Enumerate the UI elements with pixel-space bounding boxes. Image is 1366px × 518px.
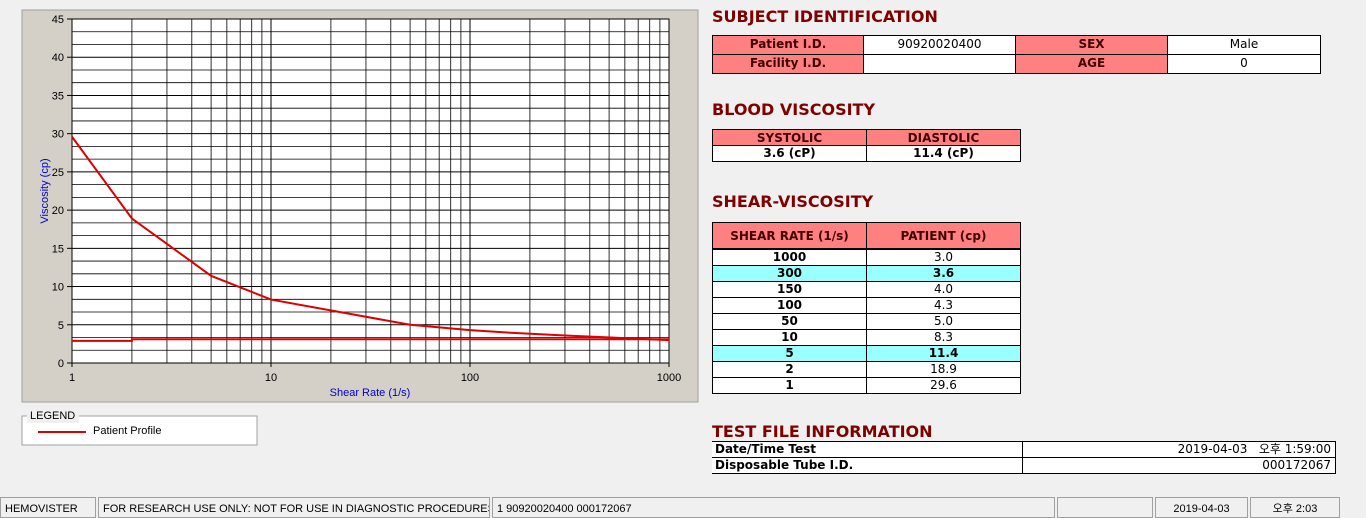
table-cell: 50	[712, 313, 867, 330]
table-cell: 1	[712, 377, 867, 394]
table-cell: 8.3	[866, 329, 1021, 346]
status-cell	[1057, 497, 1153, 518]
status-cell: 오후 2:03	[1250, 497, 1340, 518]
table-cell: 4.0	[866, 281, 1021, 298]
y-tick-label: 5	[58, 320, 64, 332]
x-tick-label: 10	[265, 372, 277, 384]
legend-title-bg	[27, 409, 79, 423]
table-cell: PATIENT (cp)	[866, 222, 1021, 249]
data-line	[71, 136, 670, 342]
table-cell: 10	[712, 329, 867, 346]
section-title: BLOOD VISCOSITY	[712, 100, 876, 119]
legend-label: Patient Profile	[93, 425, 161, 437]
table-cell: SYSTOLIC	[712, 129, 867, 146]
status-cell: 1 90920020400 000172067	[492, 497, 1055, 518]
x-tick-label: 1000	[657, 372, 681, 384]
table-cell: 2	[712, 361, 867, 378]
table-cell: 11.4	[866, 345, 1021, 362]
table-cell: DIASTOLIC	[866, 129, 1021, 146]
section-title: TEST FILE INFORMATION	[712, 422, 933, 441]
table-cell: 100	[712, 297, 867, 314]
table-cell: 3.6	[866, 265, 1021, 282]
x-tick-label: 1	[69, 372, 75, 384]
table-cell: 5.0	[866, 313, 1021, 330]
table-cell: 150	[712, 281, 867, 298]
table-cell: 300	[712, 265, 867, 282]
table-cell: 5	[712, 345, 867, 362]
y-tick-label: 35	[52, 90, 64, 102]
table-cell: 90920020400	[863, 35, 1016, 55]
table-cell: AGE	[1015, 54, 1168, 74]
status-cell: 2019-04-03	[1155, 497, 1248, 518]
table-cell: Date/Time Test	[712, 441, 1023, 458]
y-tick-label: 30	[52, 129, 64, 141]
data-line	[72, 338, 669, 342]
table-cell: 3.0	[866, 249, 1021, 266]
table-cell: SHEAR RATE (1/s)	[712, 222, 867, 249]
table-cell: 3.6 (cP)	[712, 145, 867, 162]
plot-border	[71, 18, 670, 364]
y-tick-label: 0	[58, 358, 64, 370]
x-axis-label: Shear Rate (1/s)	[330, 387, 411, 399]
y-tick-label: 45	[52, 14, 64, 26]
table-cell: Facility I.D.	[712, 54, 864, 74]
y-tick-label: 10	[52, 282, 64, 294]
legend-box	[21, 415, 258, 446]
table-cell: 2019-04-03 오후 1:59:00	[1022, 441, 1336, 458]
chart: Shear Rate (1/s) Viscosity (cp) LEGEND 1…	[8, 0, 700, 450]
y-tick-label: 15	[52, 243, 64, 255]
section-title: SHEAR-VISCOSITY	[712, 192, 874, 211]
table-cell	[863, 54, 1016, 74]
y-tick-label: 40	[52, 52, 64, 64]
table-cell: 1000	[712, 249, 867, 266]
table-cell: 18.9	[866, 361, 1021, 378]
legend-title: LEGEND	[30, 410, 75, 422]
table-cell: SEX	[1015, 35, 1168, 55]
table-cell: 29.6	[866, 377, 1021, 394]
table-cell: Patient I.D.	[712, 35, 864, 55]
table-cell: 0	[1167, 54, 1321, 74]
y-tick-label: 20	[52, 205, 64, 217]
section-title: SUBJECT IDENTIFICATION	[712, 7, 938, 26]
status-cell: HEMOVISTER	[0, 497, 96, 518]
table-cell: 000172067	[1022, 457, 1336, 474]
table-cell: Male	[1167, 35, 1321, 55]
status-cell: FOR RESEARCH USE ONLY: NOT FOR USE IN DI…	[98, 497, 490, 518]
x-tick-label: 100	[461, 372, 479, 384]
plot-area	[72, 19, 669, 363]
table-cell: Disposable Tube I.D.	[712, 457, 1023, 474]
table-cell: 4.3	[866, 297, 1021, 314]
y-tick-label: 25	[52, 167, 64, 179]
table-cell: 11.4 (cP)	[866, 145, 1021, 162]
y-axis-label: Viscosity (cp)	[39, 158, 51, 223]
